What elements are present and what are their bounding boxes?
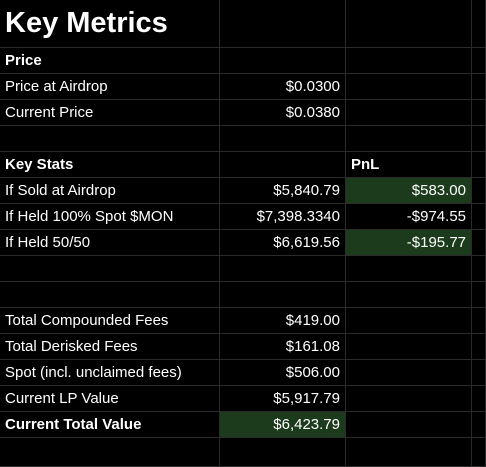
sheet-row: Price (0, 48, 486, 74)
empty-cell[interactable] (472, 334, 486, 360)
sheet-row: Price at Airdrop $0.0300 (0, 74, 486, 100)
empty-cell[interactable] (472, 230, 486, 256)
empty-cell[interactable] (472, 412, 486, 438)
price-section-header[interactable]: Price (0, 48, 220, 74)
sheet-row: Key Stats PnL (0, 152, 486, 178)
sheet-row (0, 256, 486, 282)
if-held-5050-value[interactable]: $6,619.56 (220, 230, 346, 256)
empty-cell[interactable] (346, 308, 472, 334)
total-compounded-fees-label[interactable]: Total Compounded Fees (0, 308, 220, 334)
if-held-spot-pnl[interactable]: -$974.55 (346, 204, 472, 230)
if-held-spot-value[interactable]: $7,398.3340 (220, 204, 346, 230)
empty-cell[interactable] (472, 256, 486, 282)
empty-cell[interactable] (472, 0, 486, 48)
sheet-row: Current Total Value $6,423.79 (0, 412, 486, 438)
empty-cell[interactable] (0, 438, 220, 467)
price-at-airdrop-label[interactable]: Price at Airdrop (0, 74, 220, 100)
empty-cell[interactable] (220, 0, 346, 48)
spot-value[interactable]: $506.00 (220, 360, 346, 386)
empty-cell[interactable] (220, 152, 346, 178)
empty-cell[interactable] (472, 152, 486, 178)
empty-cell[interactable] (472, 282, 486, 308)
key-stats-header[interactable]: Key Stats (0, 152, 220, 178)
current-price-label[interactable]: Current Price (0, 100, 220, 126)
sheet-row (0, 126, 486, 152)
sheet-row: Current LP Value $5,917.79 (0, 386, 486, 412)
empty-cell[interactable] (346, 256, 472, 282)
sheet-title[interactable]: Key Metrics (0, 0, 220, 48)
sheet-row: Total Derisked Fees $161.08 (0, 334, 486, 360)
empty-cell[interactable] (346, 100, 472, 126)
empty-cell[interactable] (472, 100, 486, 126)
empty-cell[interactable] (472, 178, 486, 204)
empty-cell[interactable] (346, 334, 472, 360)
if-sold-at-airdrop-label[interactable]: If Sold at Airdrop (0, 178, 220, 204)
current-total-value[interactable]: $6,423.79 (220, 412, 346, 438)
sheet-row: Spot (incl. unclaimed fees) $506.00 (0, 360, 486, 386)
empty-cell[interactable] (220, 126, 346, 152)
empty-cell[interactable] (346, 282, 472, 308)
total-derisked-fees-label[interactable]: Total Derisked Fees (0, 334, 220, 360)
empty-cell[interactable] (472, 204, 486, 230)
empty-cell[interactable] (220, 282, 346, 308)
sheet-row: Current Price $0.0380 (0, 100, 486, 126)
empty-cell[interactable] (0, 282, 220, 308)
if-sold-at-airdrop-value[interactable]: $5,840.79 (220, 178, 346, 204)
sheet-row (0, 438, 486, 467)
current-total-value-label[interactable]: Current Total Value (0, 412, 220, 438)
empty-cell[interactable] (220, 48, 346, 74)
empty-cell[interactable] (0, 126, 220, 152)
sheet-row: Total Compounded Fees $419.00 (0, 308, 486, 334)
current-price-value[interactable]: $0.0380 (220, 100, 346, 126)
if-held-5050-pnl[interactable]: -$195.77 (346, 230, 472, 256)
spot-label[interactable]: Spot (incl. unclaimed fees) (0, 360, 220, 386)
empty-cell[interactable] (346, 412, 472, 438)
empty-cell[interactable] (472, 126, 486, 152)
pnl-header[interactable]: PnL (346, 152, 472, 178)
if-sold-at-airdrop-pnl[interactable]: $583.00 (346, 178, 472, 204)
empty-cell[interactable] (346, 438, 472, 467)
sheet-row: If Held 100% Spot $MON $7,398.3340 -$974… (0, 204, 486, 230)
empty-cell[interactable] (346, 126, 472, 152)
if-held-5050-label[interactable]: If Held 50/50 (0, 230, 220, 256)
current-lp-value[interactable]: $5,917.79 (220, 386, 346, 412)
empty-cell[interactable] (220, 438, 346, 467)
sheet-row: If Sold at Airdrop $5,840.79 $583.00 (0, 178, 486, 204)
empty-cell[interactable] (472, 308, 486, 334)
empty-cell[interactable] (472, 48, 486, 74)
total-compounded-fees-value[interactable]: $419.00 (220, 308, 346, 334)
sheet-row: If Held 50/50 $6,619.56 -$195.77 (0, 230, 486, 256)
sheet-row: Key Metrics (0, 0, 486, 48)
empty-cell[interactable] (346, 48, 472, 74)
current-lp-value-label[interactable]: Current LP Value (0, 386, 220, 412)
empty-cell[interactable] (0, 256, 220, 282)
empty-cell[interactable] (346, 360, 472, 386)
empty-cell[interactable] (346, 386, 472, 412)
empty-cell[interactable] (220, 256, 346, 282)
empty-cell[interactable] (472, 438, 486, 467)
empty-cell[interactable] (346, 74, 472, 100)
empty-cell[interactable] (472, 74, 486, 100)
price-at-airdrop-value[interactable]: $0.0300 (220, 74, 346, 100)
empty-cell[interactable] (346, 0, 472, 48)
sheet-row (0, 282, 486, 308)
empty-cell[interactable] (472, 386, 486, 412)
empty-cell[interactable] (472, 360, 486, 386)
total-derisked-fees-value[interactable]: $161.08 (220, 334, 346, 360)
if-held-spot-label[interactable]: If Held 100% Spot $MON (0, 204, 220, 230)
